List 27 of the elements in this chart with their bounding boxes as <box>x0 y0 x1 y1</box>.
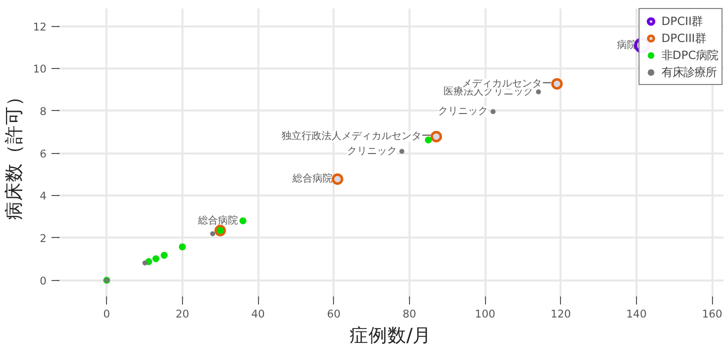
y-tick-label: 4 <box>40 190 47 203</box>
y-tick-label: 8 <box>40 104 47 118</box>
x-tick-label: 100 <box>474 308 496 320</box>
x-tick-label: 120 <box>550 308 572 320</box>
annotation: クリニック <box>346 146 397 157</box>
annotation: メディカルセンター <box>462 78 552 90</box>
legend-label: 有床診療所 <box>662 64 717 80</box>
y-tick-label: 6 <box>40 147 47 160</box>
x-tick-label: 80 <box>402 308 416 320</box>
y-tick-label: 10 <box>32 62 47 76</box>
legend-label: 非DPC病院 <box>662 47 718 63</box>
y-tick-label: 12 <box>32 20 47 34</box>
annotation: 独立行政法人メディカルセンター <box>281 130 432 142</box>
x-tick-label: 140 <box>626 308 647 320</box>
x-tick-label: 0 <box>103 308 110 320</box>
legend-label: DPCIII群 <box>662 30 706 46</box>
x-tick-label: 40 <box>251 308 266 320</box>
x-tick-label: 20 <box>176 308 190 320</box>
y-tick-label: 0 <box>40 274 47 288</box>
x-axis-title: 症例数/月 <box>349 326 432 346</box>
y-axis-title: 病床数（許可） <box>2 87 25 220</box>
x-tick-label: 160 <box>702 308 723 320</box>
annotation: 総合病院 <box>196 214 238 226</box>
legend-label: DPCII群 <box>662 13 703 29</box>
annotation: クリニック <box>438 106 488 118</box>
x-tick-label: 60 <box>326 308 341 320</box>
y-tick-label: 2 <box>40 232 46 245</box>
